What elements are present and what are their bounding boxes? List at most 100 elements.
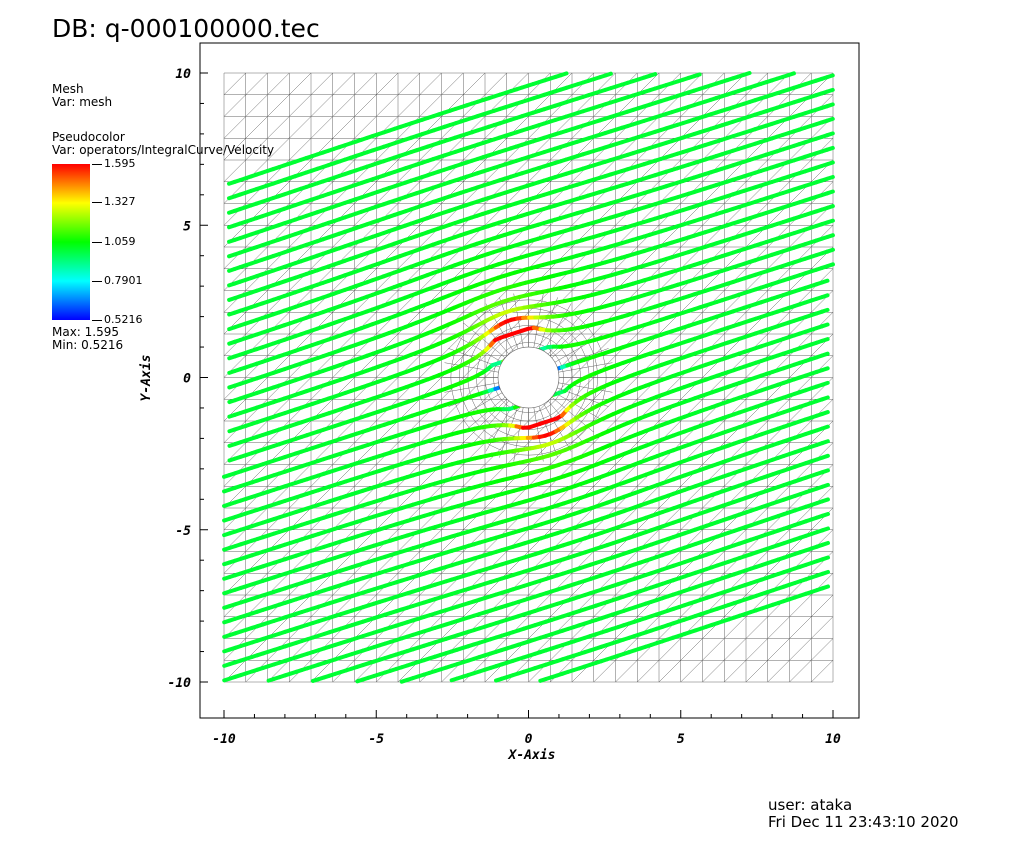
streamline-series [222,482,830,683]
streamline-segment [820,337,830,343]
y-tick-label: -5 [175,524,191,539]
streamline-series [222,424,830,625]
streamline-series [399,540,830,684]
streamline-segment [742,71,752,77]
streamline-segment [820,482,830,489]
streamline-series [227,247,835,448]
colorbar-tick-label: 1.059 [92,235,136,248]
legend-pseudocolor-label: Pseudocolor [52,130,125,144]
streamline-segment [820,351,830,358]
y-tick-label: 10 [175,67,191,82]
plot-frame [199,42,860,719]
streamline-series [222,453,830,654]
streamline-segment [820,569,830,576]
streamline-segment [825,262,835,269]
streamline-series [227,87,835,288]
streamline-segment [820,497,830,504]
legend-mesh-label: Mesh [52,82,84,96]
streamline-series [227,73,835,273]
axes: -10 -5 0 5 10 10 5 0 -5 -10 [168,67,841,747]
streamline-series [227,160,835,361]
user-name: user: ataka [768,796,853,814]
streamline-segment [820,526,830,533]
legend-pseudocolor-var: Var: operators/IntegralCurve/Velocity [52,143,275,157]
streamline-segment [825,218,835,225]
x-tick-label: 0 [525,732,533,747]
streamline-segment [820,307,830,314]
y-tick-label: 0 [183,372,191,387]
streamline-segment [820,540,830,547]
timestamp: Fri Dec 11 23:43:10 2020 [768,813,959,831]
streamline-series [222,439,830,639]
streamline-segment [820,555,830,562]
streamline-series [222,366,830,567]
colorbar [52,164,90,320]
streamline-series [227,145,835,346]
streamline-segment [825,247,835,254]
y-axis-title: Y-Axis [139,355,154,402]
streamline-segment [819,278,830,285]
streamline-segment [786,71,796,78]
streamline-series [222,468,830,668]
streamline-series [227,116,835,317]
streamline-segment [825,174,835,181]
obstacle-circle [497,346,560,409]
y-tick-label: 5 [183,219,191,234]
streamline-segment [820,424,830,431]
streamline-segment [820,322,830,329]
y-tick-label: -10 [168,676,192,691]
streamline-segment [825,102,835,109]
streamline-series [310,511,830,683]
user-info: user: ataka Fri Dec 11 23:43:10 2020 [768,797,959,831]
streamline-segment [820,468,830,475]
streamline-segment [825,233,835,239]
streamline-segment [820,380,830,387]
streamline-series [227,71,796,259]
streamline-segment [820,395,830,402]
x-tick-label: 5 [677,732,685,747]
streamline-series [355,526,830,684]
streamline-segment [820,439,830,446]
streamline-series [222,380,830,581]
streamline-series [227,71,752,244]
streamline-series [222,337,830,538]
streamline-series [227,71,569,186]
streamline-series [227,218,835,419]
streamline-series [222,307,830,508]
streamline-segment [825,116,835,123]
colorbar-tick-label: 1.327 [92,195,136,208]
streamline-series [227,204,835,405]
streamline-series [222,351,830,552]
legend-min-text: Min: 0.5216 [52,338,124,352]
streamline-segment [558,71,569,78]
streamline-segment [820,453,830,460]
x-axis-title: X-Axis [508,748,556,763]
streamline-segment [820,410,830,416]
page-title: DB: q-000100000.tec [52,14,320,43]
streamline-series [227,72,702,230]
legend-max-text: Max: 1.595 [52,325,120,339]
x-tick-label: 10 [825,732,841,747]
colorbar-tick-label: 0.5216 [92,313,143,326]
streamline-segment [603,71,613,78]
streamline-segment [819,293,830,300]
streamline-series [494,569,830,683]
streamline-series [227,233,835,434]
streamline-series [227,71,613,201]
streamline-series [227,174,835,375]
streamline-series [222,322,830,523]
streamlines [222,71,835,684]
streamline-series [222,293,830,494]
x-tick-label: -5 [368,732,384,747]
streamline-segment [647,72,658,78]
colorbar-tick-label: 0.7901 [92,274,143,287]
streamline-series [227,72,658,215]
streamline-series [227,189,835,390]
x-tick-label: -10 [212,732,236,747]
streamline-series [227,102,835,302]
streamline-segment [692,72,702,79]
streamline-series [449,555,830,683]
streamline-segment [825,131,835,138]
streamline-series [227,131,835,332]
